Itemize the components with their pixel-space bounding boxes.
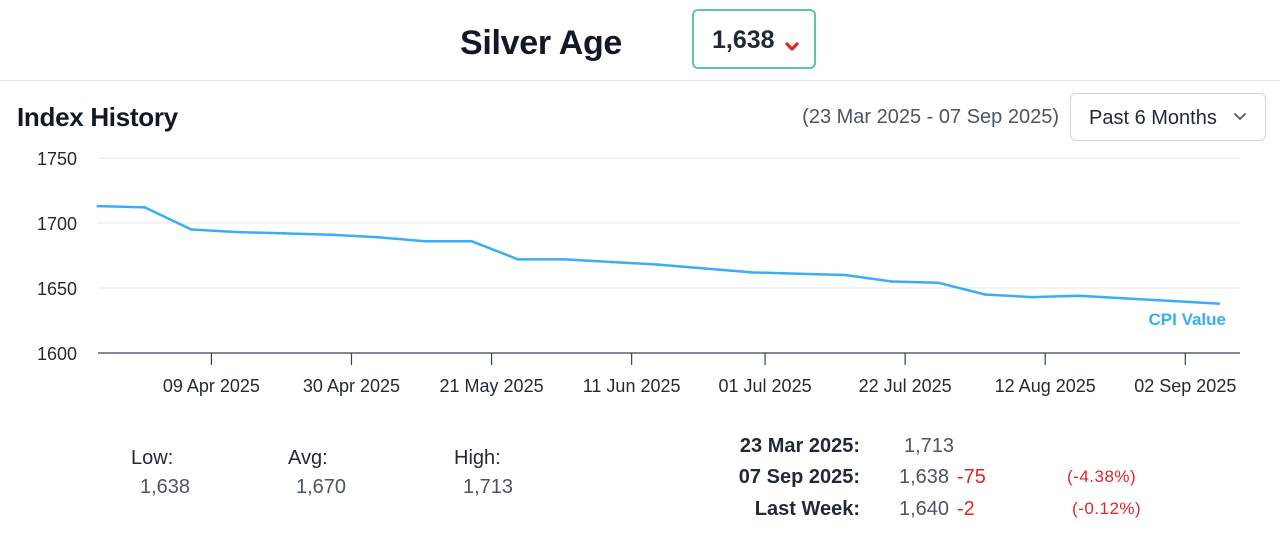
y-tick-label: 1650: [37, 279, 77, 299]
x-tick-label: 09 Apr 2025: [163, 376, 260, 396]
chevron-down-icon: [785, 42, 799, 51]
data-point: [563, 258, 567, 261]
current-index-value: 1,638: [712, 26, 775, 54]
compare-value-end: 1,638: [899, 466, 950, 488]
data-point: [1030, 295, 1034, 299]
data-point: [890, 280, 894, 283]
data-point: [470, 239, 473, 243]
page-title: Silver Age: [460, 24, 623, 62]
data-point: [423, 239, 427, 243]
x-tick-label: 21 May 2025: [440, 376, 544, 396]
data-point: [937, 281, 940, 285]
data-point: [1217, 302, 1220, 305]
data-point: [330, 233, 333, 236]
data-point: [1170, 299, 1174, 303]
date-range: (23 Mar 2025 - 07 Sep 2025): [802, 106, 1059, 128]
period-dropdown[interactable]: Past 6 Months: [1070, 93, 1266, 141]
low-label: Low:: [131, 447, 174, 469]
data-point: [703, 267, 707, 270]
compare-value-week: 1,640: [899, 498, 950, 520]
period-dropdown-label: Past 6 Months: [1089, 107, 1217, 129]
data-point: [1123, 297, 1127, 300]
compare-value-start: 1,713: [904, 435, 955, 457]
high-label: High:: [454, 447, 501, 469]
section-title: Index History: [17, 102, 178, 132]
data-point: [190, 228, 193, 231]
data-point: [516, 258, 520, 261]
compare-pct-week: (-0.12%): [1072, 499, 1142, 518]
x-tick-label: 12 Aug 2025: [995, 376, 1096, 396]
top-bar: Silver Age 1,638: [0, 0, 1280, 81]
data-point: [610, 260, 613, 264]
avg-value: 1,670: [296, 476, 347, 498]
data-point: [843, 273, 847, 277]
index-history-chart: 1750 1700 1650 1600 09 Apr 2025 30 Apr 2025 21…: [37, 149, 1240, 396]
compare-change-week: -2: [957, 498, 975, 520]
data-point: [657, 263, 660, 266]
data-point: [1077, 294, 1080, 298]
cpi-value-line: [96, 204, 1220, 305]
x-tick-label: 02 Sep 2025: [1134, 376, 1236, 396]
compare-change-end: -75: [957, 466, 986, 488]
data-point: [797, 272, 800, 275]
series-label: CPI Value: [1149, 310, 1226, 329]
compare-pct-end: (-4.38%): [1067, 467, 1137, 486]
compare-label-week: Last Week:: [754, 498, 860, 520]
index-value-badge: 1,638: [692, 9, 816, 69]
x-tick-label: 01 Jul 2025: [719, 376, 812, 396]
data-point: [236, 230, 240, 234]
x-tick-label: 11 Jun 2025: [583, 376, 681, 396]
y-tick-label: 1750: [37, 149, 77, 169]
avg-label: Avg:: [288, 447, 328, 469]
data-point: [983, 293, 987, 296]
chevron-down-icon: [1234, 113, 1246, 120]
y-tick-label: 1600: [37, 344, 77, 364]
y-tick-label: 1700: [37, 214, 77, 234]
data-point: [143, 206, 146, 209]
x-tick-label: 30 Apr 2025: [303, 376, 400, 396]
low-value: 1,638: [140, 476, 191, 498]
compare-label-start: 23 Mar 2025:: [739, 435, 860, 457]
data-point: [750, 271, 754, 274]
x-tick-label: 22 Jul 2025: [859, 376, 952, 396]
compare-label-end: 07 Sep 2025:: [738, 466, 860, 488]
data-point: [283, 232, 287, 235]
data-point: [376, 236, 380, 239]
high-value: 1,713: [463, 476, 514, 498]
data-point: [96, 204, 100, 208]
